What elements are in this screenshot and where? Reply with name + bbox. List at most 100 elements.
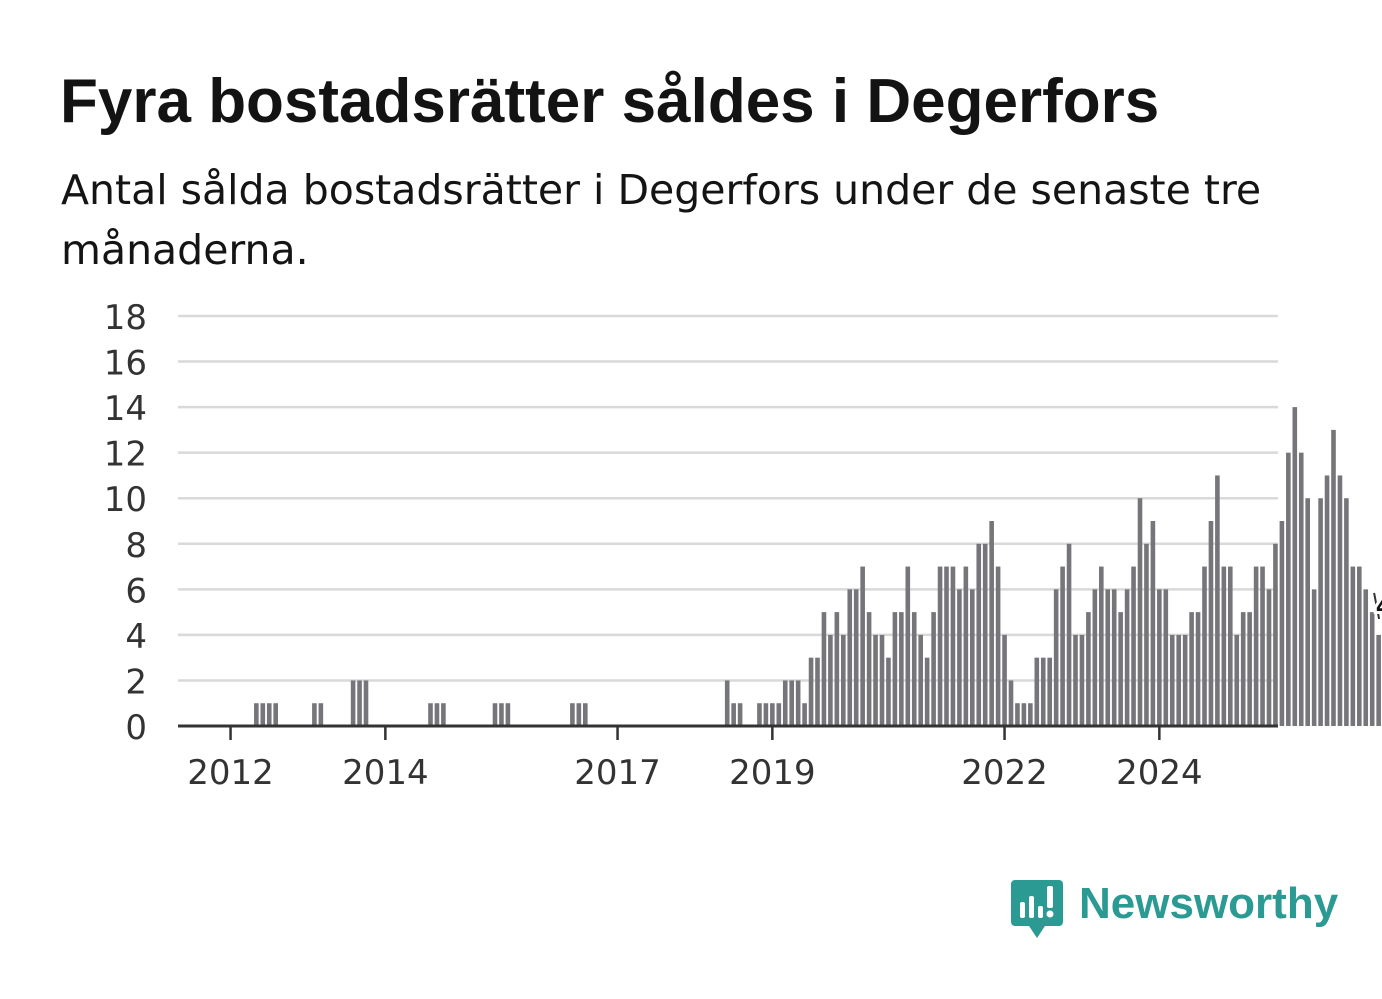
bar: [1170, 635, 1175, 726]
bar: [731, 703, 736, 726]
annotation: 4: [1374, 586, 1382, 626]
y-tick-label: 16: [104, 344, 147, 384]
bar: [357, 680, 362, 726]
y-tick-label: 18: [104, 298, 147, 338]
bar: [1331, 430, 1336, 726]
bar: [312, 703, 317, 726]
bar: [764, 703, 769, 726]
bar: [809, 658, 814, 726]
y-tick-label: 6: [125, 571, 147, 611]
bar: [906, 567, 911, 726]
y-tick-label: 2: [125, 662, 147, 702]
bar: [1376, 635, 1381, 726]
bar: [254, 703, 259, 726]
bar: [925, 658, 930, 726]
bar: [899, 612, 904, 726]
bar: [1357, 567, 1362, 726]
bar: [267, 703, 272, 726]
bar: [577, 703, 582, 726]
bar: [847, 589, 852, 726]
bar: [1105, 589, 1110, 726]
bar: [860, 567, 865, 726]
bar: [757, 703, 762, 726]
bar: [1299, 453, 1304, 726]
bar: [435, 703, 440, 726]
bar: [996, 567, 1001, 726]
bar: [1338, 475, 1343, 726]
bar: [493, 703, 498, 726]
bar: [918, 635, 923, 726]
bar: [738, 703, 743, 726]
bar: [1196, 612, 1201, 726]
x-tick-label: 2022: [961, 753, 1048, 793]
bar: [1093, 589, 1098, 726]
bar: [1060, 567, 1065, 726]
y-tick-label: 8: [125, 526, 147, 566]
y-axis-ticks: 0 2 4 6 8 10 12 14 16 18: [104, 298, 147, 748]
bar: [499, 703, 504, 726]
bar: [867, 612, 872, 726]
bar: [1131, 567, 1136, 726]
bar: [1164, 589, 1169, 726]
bar: [1267, 589, 1272, 726]
bar: [1273, 544, 1278, 726]
bar: [506, 703, 511, 726]
bar: [828, 635, 833, 726]
bar: [570, 703, 575, 726]
bar: [893, 612, 898, 726]
x-tick-label: 2014: [342, 753, 429, 793]
bar: [1015, 703, 1020, 726]
bar: [1189, 612, 1194, 726]
bar: [1222, 567, 1227, 726]
bar: [970, 589, 975, 726]
bar: [1247, 612, 1252, 726]
bar: [441, 703, 446, 726]
bar: [1002, 635, 1007, 726]
bar: [854, 589, 859, 726]
bar: [1125, 589, 1130, 726]
bar: [1351, 567, 1356, 726]
bars: [254, 407, 1382, 726]
bar: [1325, 475, 1330, 726]
bar: [351, 680, 356, 726]
bar: [886, 658, 891, 726]
bar: [1228, 567, 1233, 726]
bar: [1234, 635, 1239, 726]
bar: [880, 635, 885, 726]
bar: [1241, 612, 1246, 726]
bar: [1312, 589, 1317, 726]
bar: [261, 703, 266, 726]
bar: [1157, 589, 1162, 726]
bar: [319, 703, 324, 726]
bar: [783, 680, 788, 726]
y-tick-label: 12: [104, 435, 147, 475]
bar: [1215, 475, 1220, 726]
bar: [796, 680, 801, 726]
x-tick-label: 2012: [187, 753, 274, 793]
bar: [1183, 635, 1188, 726]
bar: [822, 612, 827, 726]
y-tick-label: 0: [125, 708, 147, 748]
bar: [938, 567, 943, 726]
bar: [1099, 567, 1104, 726]
bar: [983, 544, 988, 726]
annotation-label: 4: [1375, 586, 1382, 626]
bar: [1112, 589, 1117, 726]
bar-chart: 0 2 4 6 8 10 12 14 16 18 2012 2014 2017 2019 2022 2024…: [0, 0, 1382, 860]
y-tick-label: 4: [125, 617, 147, 657]
bar: [1080, 635, 1085, 726]
x-tick-label: 2024: [1116, 753, 1203, 793]
newsworthy-logo-icon: [1011, 880, 1063, 940]
bar: [789, 680, 794, 726]
bar: [841, 635, 846, 726]
bar: [1260, 567, 1265, 726]
bar: [1118, 612, 1123, 726]
bar: [770, 703, 775, 726]
x-tick-label: 2017: [574, 753, 661, 793]
x-axis-ticks: 2012 2014 2017 2019 2022 2024: [187, 726, 1202, 793]
bar: [1370, 612, 1375, 726]
y-tick-label: 14: [104, 389, 147, 429]
x-tick-label: 2019: [729, 753, 816, 793]
bar: [1035, 658, 1040, 726]
bar: [873, 635, 878, 726]
